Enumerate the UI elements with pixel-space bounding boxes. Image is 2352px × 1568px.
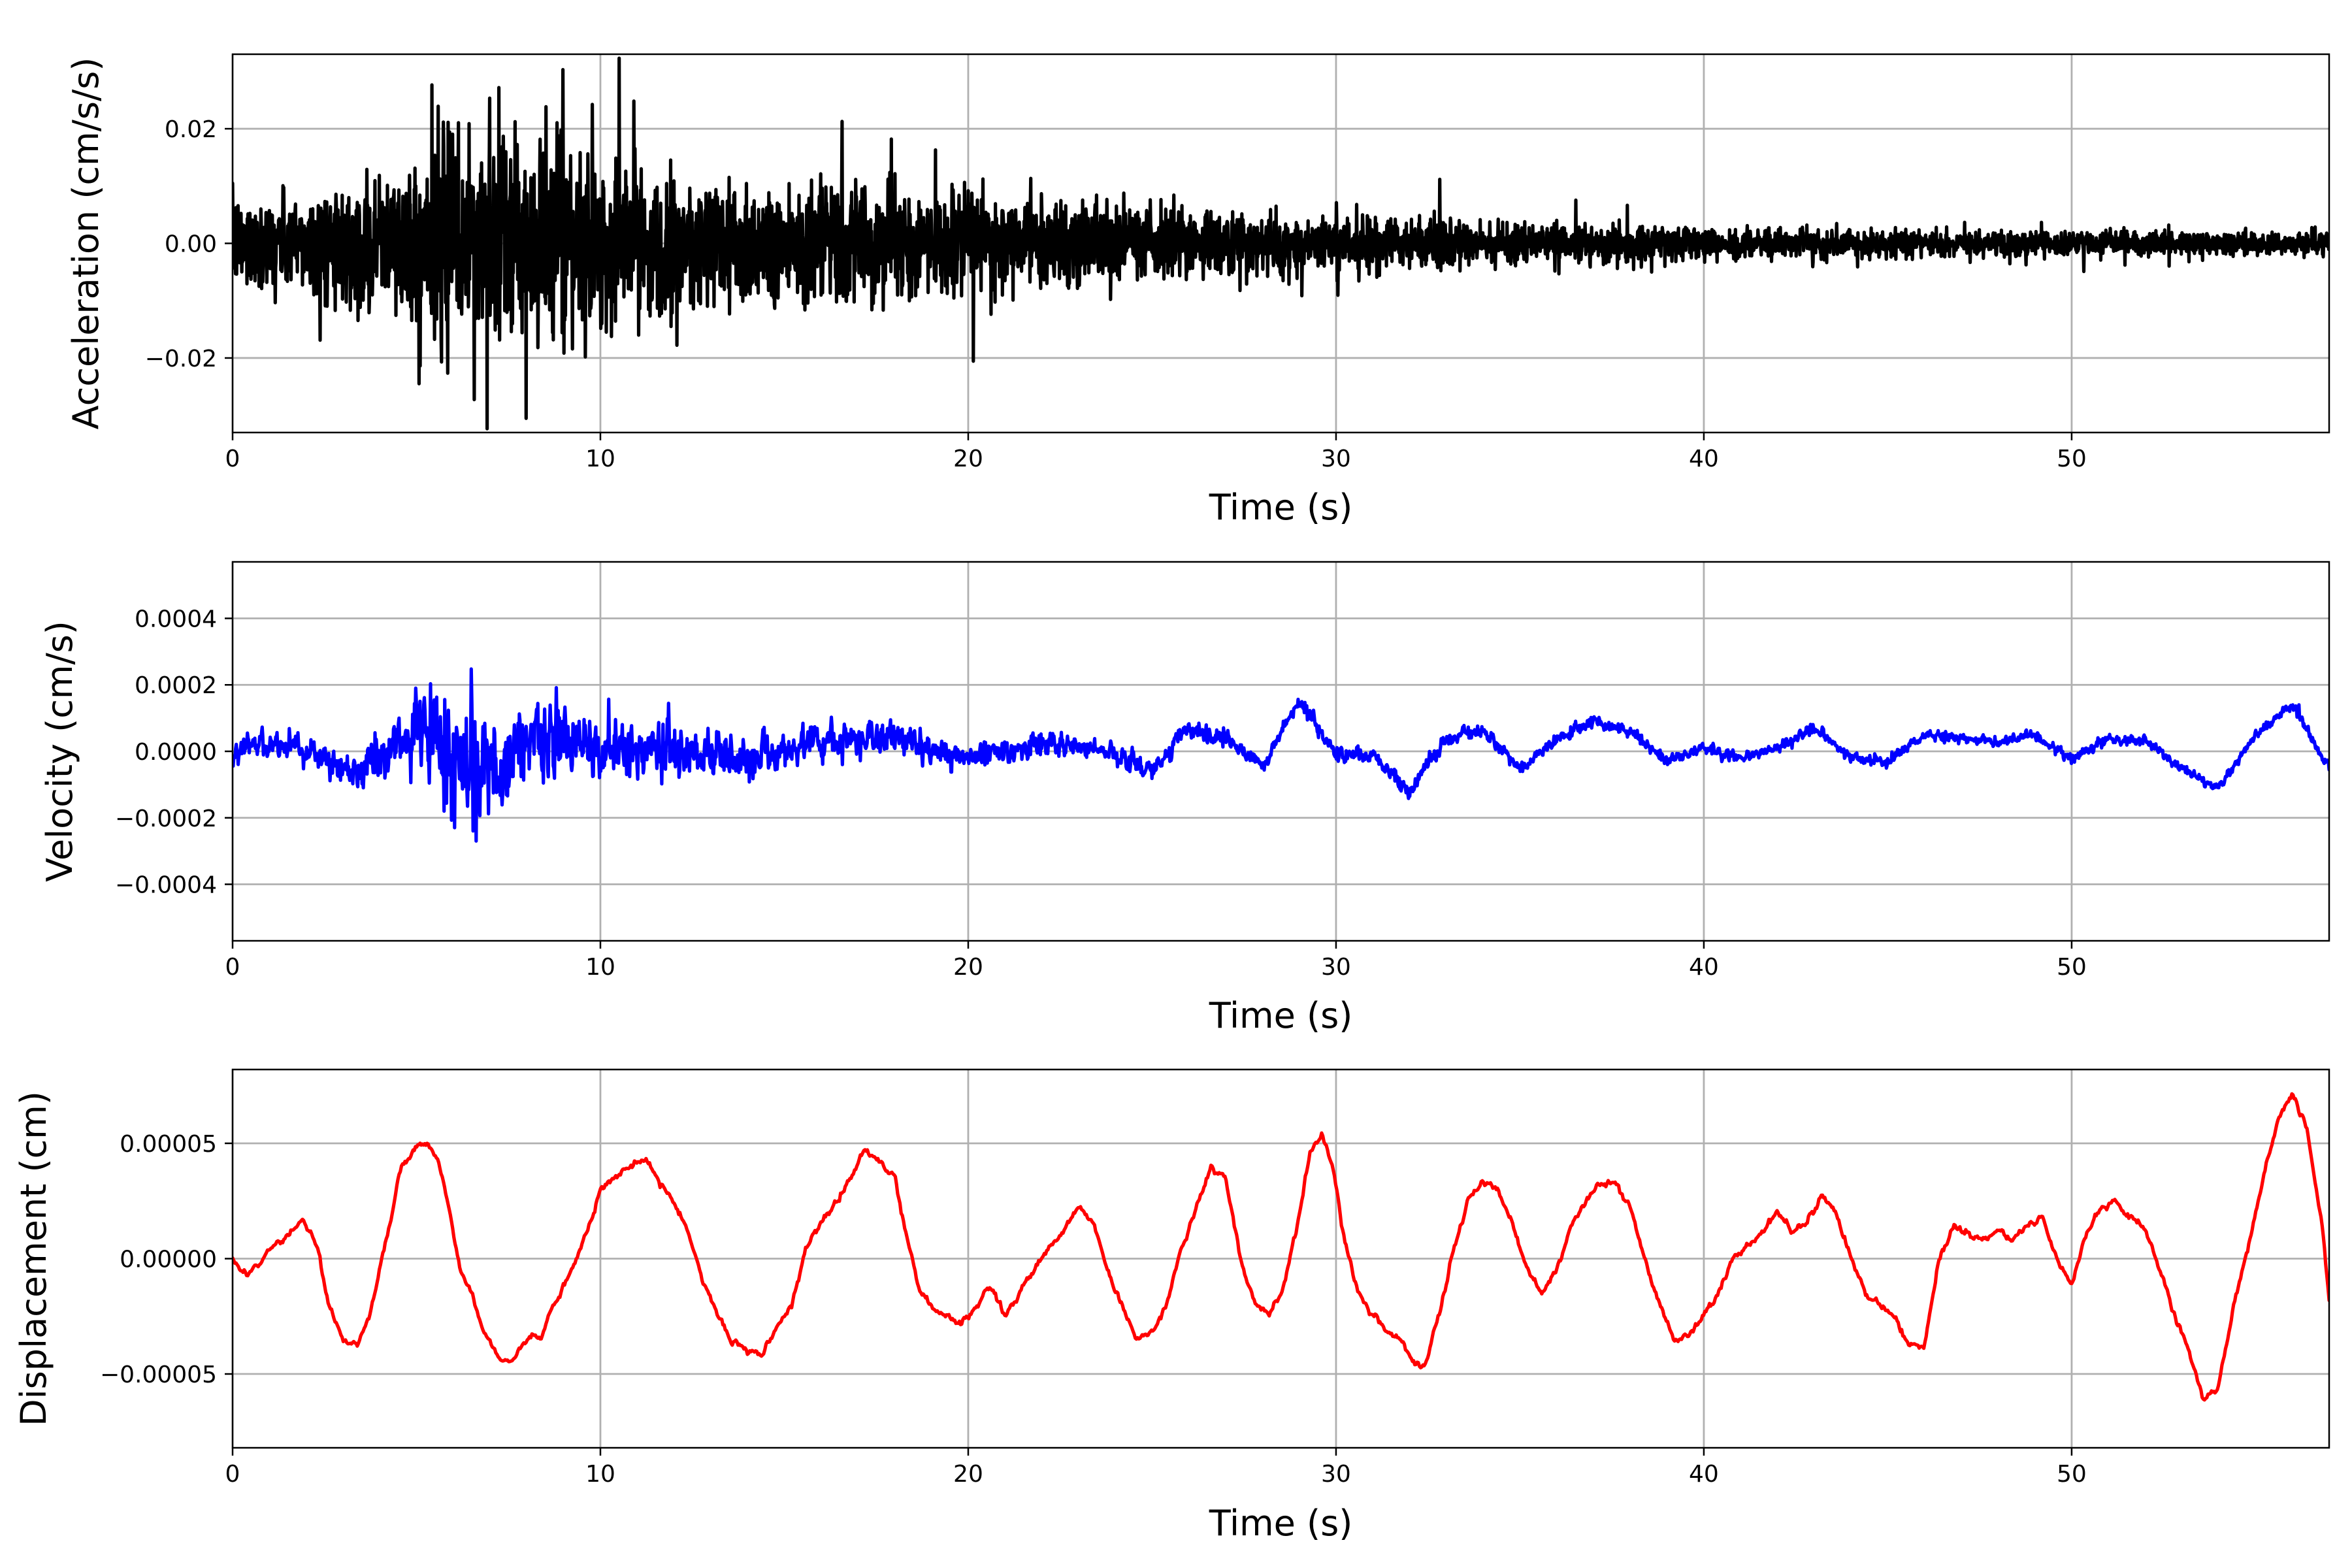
acceleration-x-axis-label: Time (s) <box>1209 487 1353 528</box>
displacement-x-tick-label: 0 <box>225 1461 240 1488</box>
acceleration-series <box>233 56 2329 431</box>
displacement-y-axis-label: Displacement (cm) <box>13 1091 54 1426</box>
velocity-y-tick-label: 0.0002 <box>135 672 217 699</box>
velocity-x-axis-label: Time (s) <box>1209 995 1353 1036</box>
acceleration-x-tick-label: 30 <box>1321 446 1351 472</box>
acceleration-x-tick-label: 20 <box>953 446 983 472</box>
velocity-y-axis-label: Velocity (cm/s) <box>39 621 80 882</box>
acceleration-x-tick-label: 0 <box>225 446 240 472</box>
displacement-y-tick-label: 0.00000 <box>120 1247 217 1273</box>
displacement-x-tick-label: 30 <box>1321 1461 1351 1488</box>
acceleration-x-tick-label: 50 <box>2057 446 2087 472</box>
displacement-series <box>233 1092 2329 1402</box>
displacement-x-tick-label: 20 <box>953 1461 983 1488</box>
panel-acceleration: 0 10 20 30 40 50 −0.02 0.00 0.02 Time (s) Accele… <box>65 53 2330 528</box>
acceleration-y-tick-label: −0.02 <box>145 346 217 372</box>
acceleration-y-tick-label: 0.02 <box>165 116 217 143</box>
displacement-x-tick-label: 40 <box>1689 1461 1719 1488</box>
velocity-y-tick-label: −0.0002 <box>115 806 217 832</box>
acceleration-series-line <box>233 56 2329 431</box>
acceleration-ticks: 0 10 20 30 40 50 −0.02 0.00 0.02 <box>145 116 2087 472</box>
displacement-y-tick-label: −0.00005 <box>100 1362 217 1388</box>
velocity-ticks: 0 10 20 30 40 50 −0.0004 −0.0002 0.0000 0.0002 0.0… <box>115 606 2087 981</box>
velocity-y-tick-label: 0.0000 <box>135 739 217 766</box>
displacement-x-axis-label: Time (s) <box>1209 1503 1353 1544</box>
velocity-x-tick-label: 30 <box>1321 954 1351 981</box>
acceleration-x-tick-label: 10 <box>585 446 615 472</box>
velocity-x-tick-label: 50 <box>2057 954 2087 981</box>
displacement-series-line <box>233 1092 2329 1402</box>
velocity-y-tick-label: 0.0004 <box>135 606 217 632</box>
displacement-ticks: 0 10 20 30 40 50 −0.00005 0.00000 0.00005 <box>100 1131 2087 1488</box>
velocity-y-tick-label: −0.0004 <box>115 872 217 899</box>
displacement-x-tick-label: 50 <box>2057 1461 2087 1488</box>
velocity-series-line <box>233 667 2329 843</box>
acceleration-y-tick-label: 0.00 <box>165 231 217 258</box>
displacement-grid <box>231 1070 2329 1448</box>
velocity-x-tick-label: 0 <box>225 954 240 981</box>
panel-velocity: 0 10 20 30 40 50 −0.0004 −0.0002 0.0000 0.0002 0.0… <box>39 561 2330 1036</box>
panel-displacement: 0 10 20 30 40 50 −0.00005 0.00000 0.00005 Time (… <box>13 1068 2330 1544</box>
displacement-x-tick-label: 10 <box>585 1461 615 1488</box>
displacement-y-tick-label: 0.00005 <box>120 1131 217 1158</box>
velocity-x-tick-label: 40 <box>1689 954 1719 981</box>
acceleration-x-tick-label: 40 <box>1689 446 1719 472</box>
velocity-series <box>233 667 2329 843</box>
acceleration-y-axis-label: Acceleration (cm/s/s) <box>65 57 106 430</box>
velocity-x-tick-label: 10 <box>585 954 615 981</box>
velocity-x-tick-label: 20 <box>953 954 983 981</box>
